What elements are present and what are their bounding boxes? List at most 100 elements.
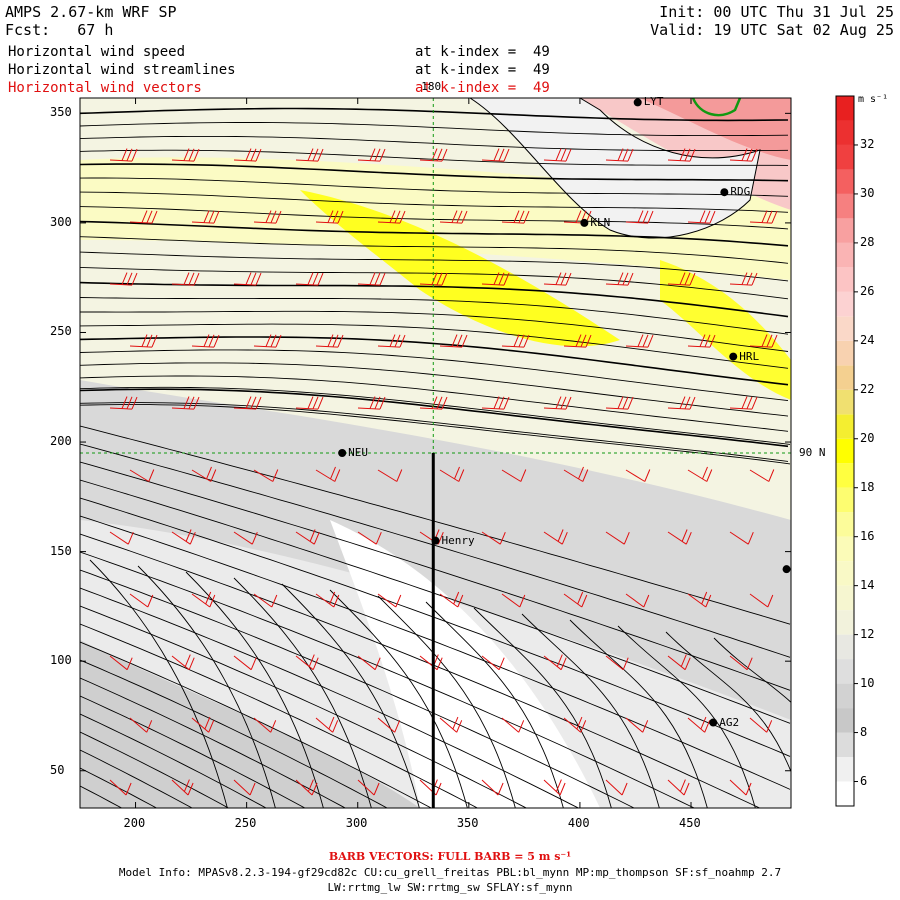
- wind-barb: [687, 334, 716, 348]
- colorbar-tick-label: 28: [860, 234, 875, 249]
- streamline: [80, 251, 789, 282]
- wind-barb: [687, 466, 713, 482]
- colorbar-tick-label: 32: [860, 136, 875, 151]
- wind-barb: [481, 531, 506, 545]
- wind-barb: [543, 529, 568, 545]
- y-tick-label: 350: [50, 105, 72, 120]
- x-tick-label: 250: [234, 816, 257, 830]
- colorbar-swatch: [836, 610, 854, 635]
- streamline: [377, 595, 516, 808]
- model-info-physics: LW:rrtmg_lw SW:rrtmg_sw SFLAY:sf_mynn: [327, 881, 573, 894]
- streamline: [521, 613, 660, 808]
- station-label: Henry: [441, 533, 475, 547]
- colorbar-swatch: [836, 463, 854, 488]
- wind-barb: [315, 210, 344, 224]
- latitude-label: 90 N: [799, 446, 826, 459]
- colorbar-tick-label: 6: [860, 773, 868, 788]
- wind-barb: [191, 466, 217, 482]
- wind-barb: [419, 148, 448, 162]
- colorbar-swatch: [836, 218, 854, 243]
- wind-barb: [439, 334, 468, 348]
- wind-barb: [171, 779, 194, 796]
- colorbar-swatch: [836, 96, 854, 121]
- streamline: [665, 631, 791, 773]
- streamline: [80, 443, 791, 658]
- wind-barb: [439, 716, 463, 733]
- wind-barb: [171, 654, 195, 671]
- init-time: Init: 00 UTC Thu 31 Jul 25: [659, 3, 894, 21]
- y-tick-label: 50: [50, 762, 65, 777]
- streamlines: [80, 107, 791, 808]
- station-marker: [431, 536, 440, 545]
- streamline: [80, 425, 791, 625]
- wind-barb: [501, 717, 525, 733]
- colorbar-swatch: [836, 708, 854, 733]
- wind-barb: [563, 210, 592, 224]
- wind-barb: [501, 469, 527, 482]
- wind-barb: [419, 272, 448, 286]
- streamline: [80, 122, 789, 137]
- colorbar-swatch: [836, 414, 854, 439]
- streamline: [425, 601, 564, 808]
- wind-barb: [129, 210, 158, 224]
- colorbar-swatch: [836, 512, 854, 537]
- streamline: [80, 479, 791, 724]
- wind-barb: [295, 529, 320, 545]
- wind-barb: [357, 655, 381, 671]
- wind-barb: [605, 396, 634, 410]
- colorbar-tick-label: 18: [860, 479, 875, 494]
- wind-barb: [315, 466, 341, 482]
- streamline: [80, 388, 789, 448]
- coastline-green: [691, 98, 742, 117]
- wind-barb: [377, 593, 402, 608]
- colorbar-swatch: [836, 169, 854, 194]
- wind-barb: [377, 334, 406, 348]
- colorbar-swatch: [836, 242, 854, 268]
- streamline: [233, 577, 372, 808]
- wind-barb: [667, 529, 692, 545]
- plot-frame: [79, 97, 792, 809]
- station-label: RDG: [730, 185, 751, 199]
- colorbar-tick-label: 24: [860, 332, 875, 347]
- streamline: [80, 402, 789, 462]
- wind-barb: [481, 655, 505, 671]
- wind-barb: [171, 529, 196, 545]
- wind-barb: [543, 148, 572, 162]
- colorbar-frame: [835, 95, 855, 807]
- station-marker: [782, 565, 791, 574]
- streamline: [80, 266, 789, 300]
- streamline: [80, 163, 789, 182]
- wind-barb: [729, 779, 752, 796]
- field-band-white: [330, 520, 600, 808]
- streamline: [80, 713, 267, 808]
- streamline: [80, 533, 761, 808]
- wind-barbs: [109, 148, 778, 796]
- station-marker: [720, 188, 729, 197]
- wind-barb: [687, 591, 712, 608]
- wind-barb: [439, 466, 465, 482]
- wind-barb: [109, 531, 134, 545]
- wind-barb: [191, 591, 216, 608]
- streamline: [80, 569, 636, 808]
- wind-barb: [481, 779, 504, 796]
- station-label: NEU: [348, 446, 369, 459]
- wind-barb: [729, 655, 753, 671]
- colorbar-tick-label: 12: [860, 626, 875, 641]
- wind-barb: [605, 779, 628, 796]
- field-band-pink-dark: [640, 98, 791, 160]
- wind-barb: [605, 148, 634, 162]
- streamline: [80, 767, 158, 808]
- y-tick-label: 200: [50, 434, 72, 449]
- wind-barb: [295, 272, 324, 286]
- wind-barb: [233, 272, 262, 286]
- x-tick-label: 450: [679, 816, 701, 830]
- wind-barb: [233, 779, 256, 796]
- wind-barb: [233, 655, 257, 671]
- streamline: [473, 607, 612, 808]
- wind-barb: [377, 210, 406, 224]
- streamline: [80, 349, 789, 402]
- wind-barb: [625, 334, 654, 348]
- wind-barb: [667, 148, 696, 162]
- reference-lines: [80, 98, 791, 808]
- wind-barb: [501, 593, 526, 608]
